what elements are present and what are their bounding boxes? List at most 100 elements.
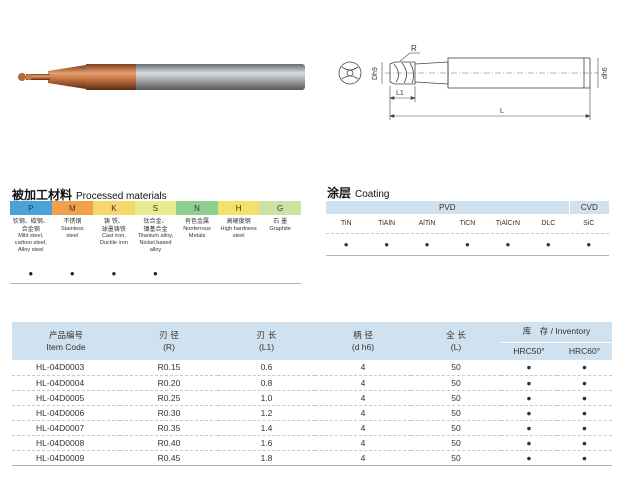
cell-hrc60: ●: [557, 450, 612, 466]
coating-section-title: 涂层 Coating: [327, 184, 389, 201]
cell-hrc60: ●: [557, 420, 612, 436]
coating-suitability-dlc: ●: [545, 240, 551, 249]
header-inventory-en: / Inventory: [550, 325, 591, 336]
material-description-line: Mild steel,: [18, 233, 44, 239]
coating-suitability-tialn: ●: [384, 240, 390, 249]
material-description-line: 合金钢: [21, 225, 40, 233]
coating-type-sic: SiC: [583, 220, 595, 227]
material-description-line: Stainless: [60, 225, 84, 232]
cell-hrc50: ●: [501, 420, 557, 436]
cell-r: R0.30: [120, 405, 218, 421]
cell-l: 50: [411, 390, 501, 406]
cell-l: 50: [411, 435, 501, 451]
header-item-code-en: Item Code: [46, 341, 86, 352]
cell-d: 4: [315, 390, 411, 406]
table-row: HL-04D0003 R0.15 0.6 4 50 ● ●: [12, 360, 612, 376]
material-description-line: 钦钢、碳钢、: [12, 218, 49, 225]
coating-suitability-altin: ●: [424, 240, 430, 249]
header-inventory-cn: 库 存: [522, 326, 549, 337]
header-item-code: 产品编号 Item Code: [12, 322, 120, 360]
coating-type-ticn: TiCN: [459, 220, 476, 227]
header-overall-length-en: (L): [450, 341, 462, 352]
material-description-p: 钦钢、碳钢、 合金钢 Mild steel, carbon steel, Alloy s…: [10, 215, 52, 263]
table-row: HL-04D0007 R0.35 1.4 4 50 ● ●: [12, 420, 612, 436]
material-code-n: N: [176, 201, 218, 215]
cell-r: R0.40: [120, 435, 218, 451]
materials-section-title: 被加工材料 Processed materials: [12, 186, 167, 203]
material-description-line: Graphite: [269, 225, 291, 232]
material-description-line: carbon steel,: [14, 240, 47, 246]
header-radius-cn: 刃 径: [159, 330, 179, 341]
material-description-line: 高硬度钢: [226, 218, 251, 225]
end-mill-photo: [18, 64, 305, 90]
header-inventory: 库 存 / Inventory: [501, 322, 612, 343]
material-code-g: G: [259, 201, 301, 215]
cell-d: 4: [315, 435, 411, 451]
coating-type-tialcrn: TiAlCrN: [495, 220, 521, 227]
materials-suitability-row: ● ● ● ●: [10, 263, 301, 284]
material-description-m: 不锈钢 Stainless steel: [52, 215, 94, 263]
material-code-m: M: [51, 201, 94, 215]
cell-r: R0.15: [120, 360, 218, 376]
material-description-line: 镍基合金: [143, 225, 168, 233]
header-hrc60: HRC60°: [557, 342, 612, 360]
coating-type-altin: AlTiN: [418, 220, 436, 227]
material-description-line: 有色金属: [185, 218, 210, 225]
header-radius: 刃 径 (R): [120, 322, 218, 360]
cell-l: 50: [411, 450, 501, 466]
cell-l1: 1.6: [218, 435, 315, 451]
cell-d: 4: [315, 450, 411, 466]
material-description-line: Nickel based alloy: [139, 240, 172, 253]
table-row: HL-04D0009 R0.45 1.8 4 50 ● ●: [12, 450, 612, 466]
cell-r: R0.45: [120, 450, 218, 466]
cell-hrc50: ●: [501, 450, 557, 466]
cell-hrc60: ●: [557, 405, 612, 421]
coating-group-row: PVD CVD: [326, 201, 609, 214]
coating-suitability-sic: ●: [586, 240, 592, 249]
cell-code: HL-04D0003: [12, 360, 120, 376]
cell-l1: 0.8: [218, 375, 315, 391]
material-suitability-h: [218, 263, 260, 283]
header-shank-diameter: 柄 径 (d h6): [315, 322, 411, 360]
radius-label: R: [411, 44, 417, 53]
material-code-k: K: [93, 201, 135, 215]
cutting-diameter-label: Dh9: [372, 67, 379, 80]
cell-hrc50: ●: [501, 375, 557, 391]
overall-length-label: L: [500, 108, 504, 115]
header-shank-diameter-en: (d h6): [351, 341, 375, 352]
table-row: HL-04D0006 R0.30 1.2 4 50 ● ●: [12, 405, 612, 421]
material-code-h: H: [217, 201, 260, 215]
cell-l1: 1.0: [218, 390, 315, 406]
material-description-line: High hardness: [220, 225, 257, 232]
material-suitability-p: ●: [28, 268, 34, 278]
coating-group-cvd: CVD: [568, 201, 609, 214]
cell-d: 4: [315, 375, 411, 391]
header-cutting-length: 刃 长 (L1): [218, 322, 315, 360]
cell-r: R0.25: [120, 390, 218, 406]
material-description-line: 铸 铁、: [103, 218, 124, 225]
table-row: HL-04D0004 R0.20 0.8 4 50 ● ●: [12, 375, 612, 391]
material-description-s: 钛合金、 镍基合金 Titanium alloy, Nickel based allo…: [135, 215, 177, 263]
cell-hrc50: ●: [501, 390, 557, 406]
cell-hrc60: ●: [557, 375, 612, 391]
header-overall-length: 全 长 (L): [411, 322, 501, 360]
cell-hrc50: ●: [501, 435, 557, 451]
cell-hrc60: ●: [557, 390, 612, 406]
material-description-g: 石 墨 Graphite: [259, 215, 301, 263]
material-description-line: Alloy steel: [18, 247, 44, 253]
material-description-line: 钛合金、: [143, 218, 168, 225]
header-overall-length-cn: 全 长: [446, 330, 466, 341]
material-description-n: 有色金属 Nonferrous Metals: [176, 215, 218, 263]
cell-l: 50: [411, 360, 501, 376]
material-description-line: 不锈钢: [63, 218, 82, 225]
product-rows: HL-04D0003 R0.15 0.6 4 50 ● ● HL-04D0004 R0.20 0.…: [12, 360, 612, 466]
cell-d: 4: [315, 405, 411, 421]
header-radius-en: (R): [163, 341, 175, 352]
material-code-s: S: [134, 201, 177, 215]
coating-type-tin: TiN: [340, 220, 352, 227]
cell-code: HL-04D0004: [12, 375, 120, 391]
cell-l: 50: [411, 420, 501, 436]
header-cutting-length-en: (L1): [258, 341, 275, 352]
material-description-line: Cast iron,: [101, 233, 126, 239]
